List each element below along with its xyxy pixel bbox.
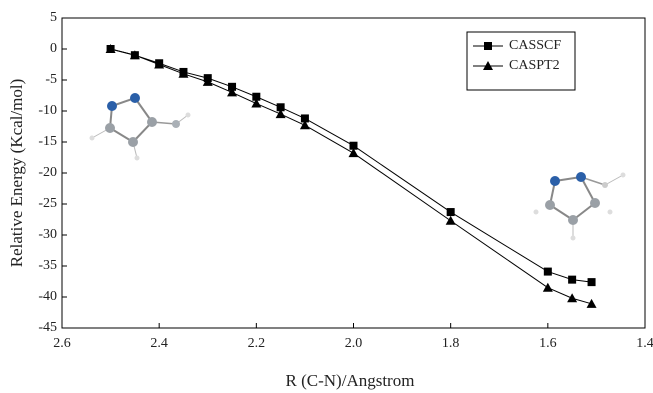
x-tick-label: 1.8 (442, 336, 460, 351)
marker-triangle (567, 293, 577, 302)
y-tick-label: -35 (38, 258, 57, 273)
molecule-left (90, 93, 191, 161)
marker-triangle (446, 216, 456, 225)
marker-square (568, 276, 576, 284)
y-tick-label: -5 (45, 72, 57, 87)
molecule-right (534, 172, 626, 241)
marker-square (447, 208, 455, 216)
x-tick-label: 2.2 (248, 336, 266, 351)
x-tick-label: 2.0 (345, 336, 363, 351)
y-tick-label: -30 (38, 227, 57, 242)
y-tick-label: 5 (50, 10, 57, 25)
y-tick-label: -10 (38, 103, 57, 118)
chart: R (C-N)/Angstrom Relative Energy (Kcal/m… (0, 0, 653, 393)
y-tick-label: 0 (50, 41, 57, 56)
x-tick-label: 1.6 (539, 336, 557, 351)
marker-square (588, 278, 596, 286)
marker-triangle (543, 283, 553, 292)
legend-label: CASPT2 (509, 58, 560, 73)
y-tick-label: -15 (38, 134, 57, 149)
y-tick-label: -45 (38, 320, 57, 335)
x-axis-title: R (C-N)/Angstrom (286, 371, 415, 390)
x-tick-label: 1.4 (636, 336, 653, 351)
y-tick-label: -25 (38, 196, 57, 211)
legend-label: CASSCF (509, 38, 561, 53)
y-tick-label: -40 (38, 289, 57, 304)
y-axis-title: Relative Energy (Kcal/mol) (7, 79, 26, 268)
x-tick-label: 2.4 (150, 336, 168, 351)
marker-square (484, 42, 492, 50)
x-tick-label: 2.6 (53, 336, 71, 351)
y-tick-label: -20 (38, 165, 57, 180)
marker-square (544, 268, 552, 276)
